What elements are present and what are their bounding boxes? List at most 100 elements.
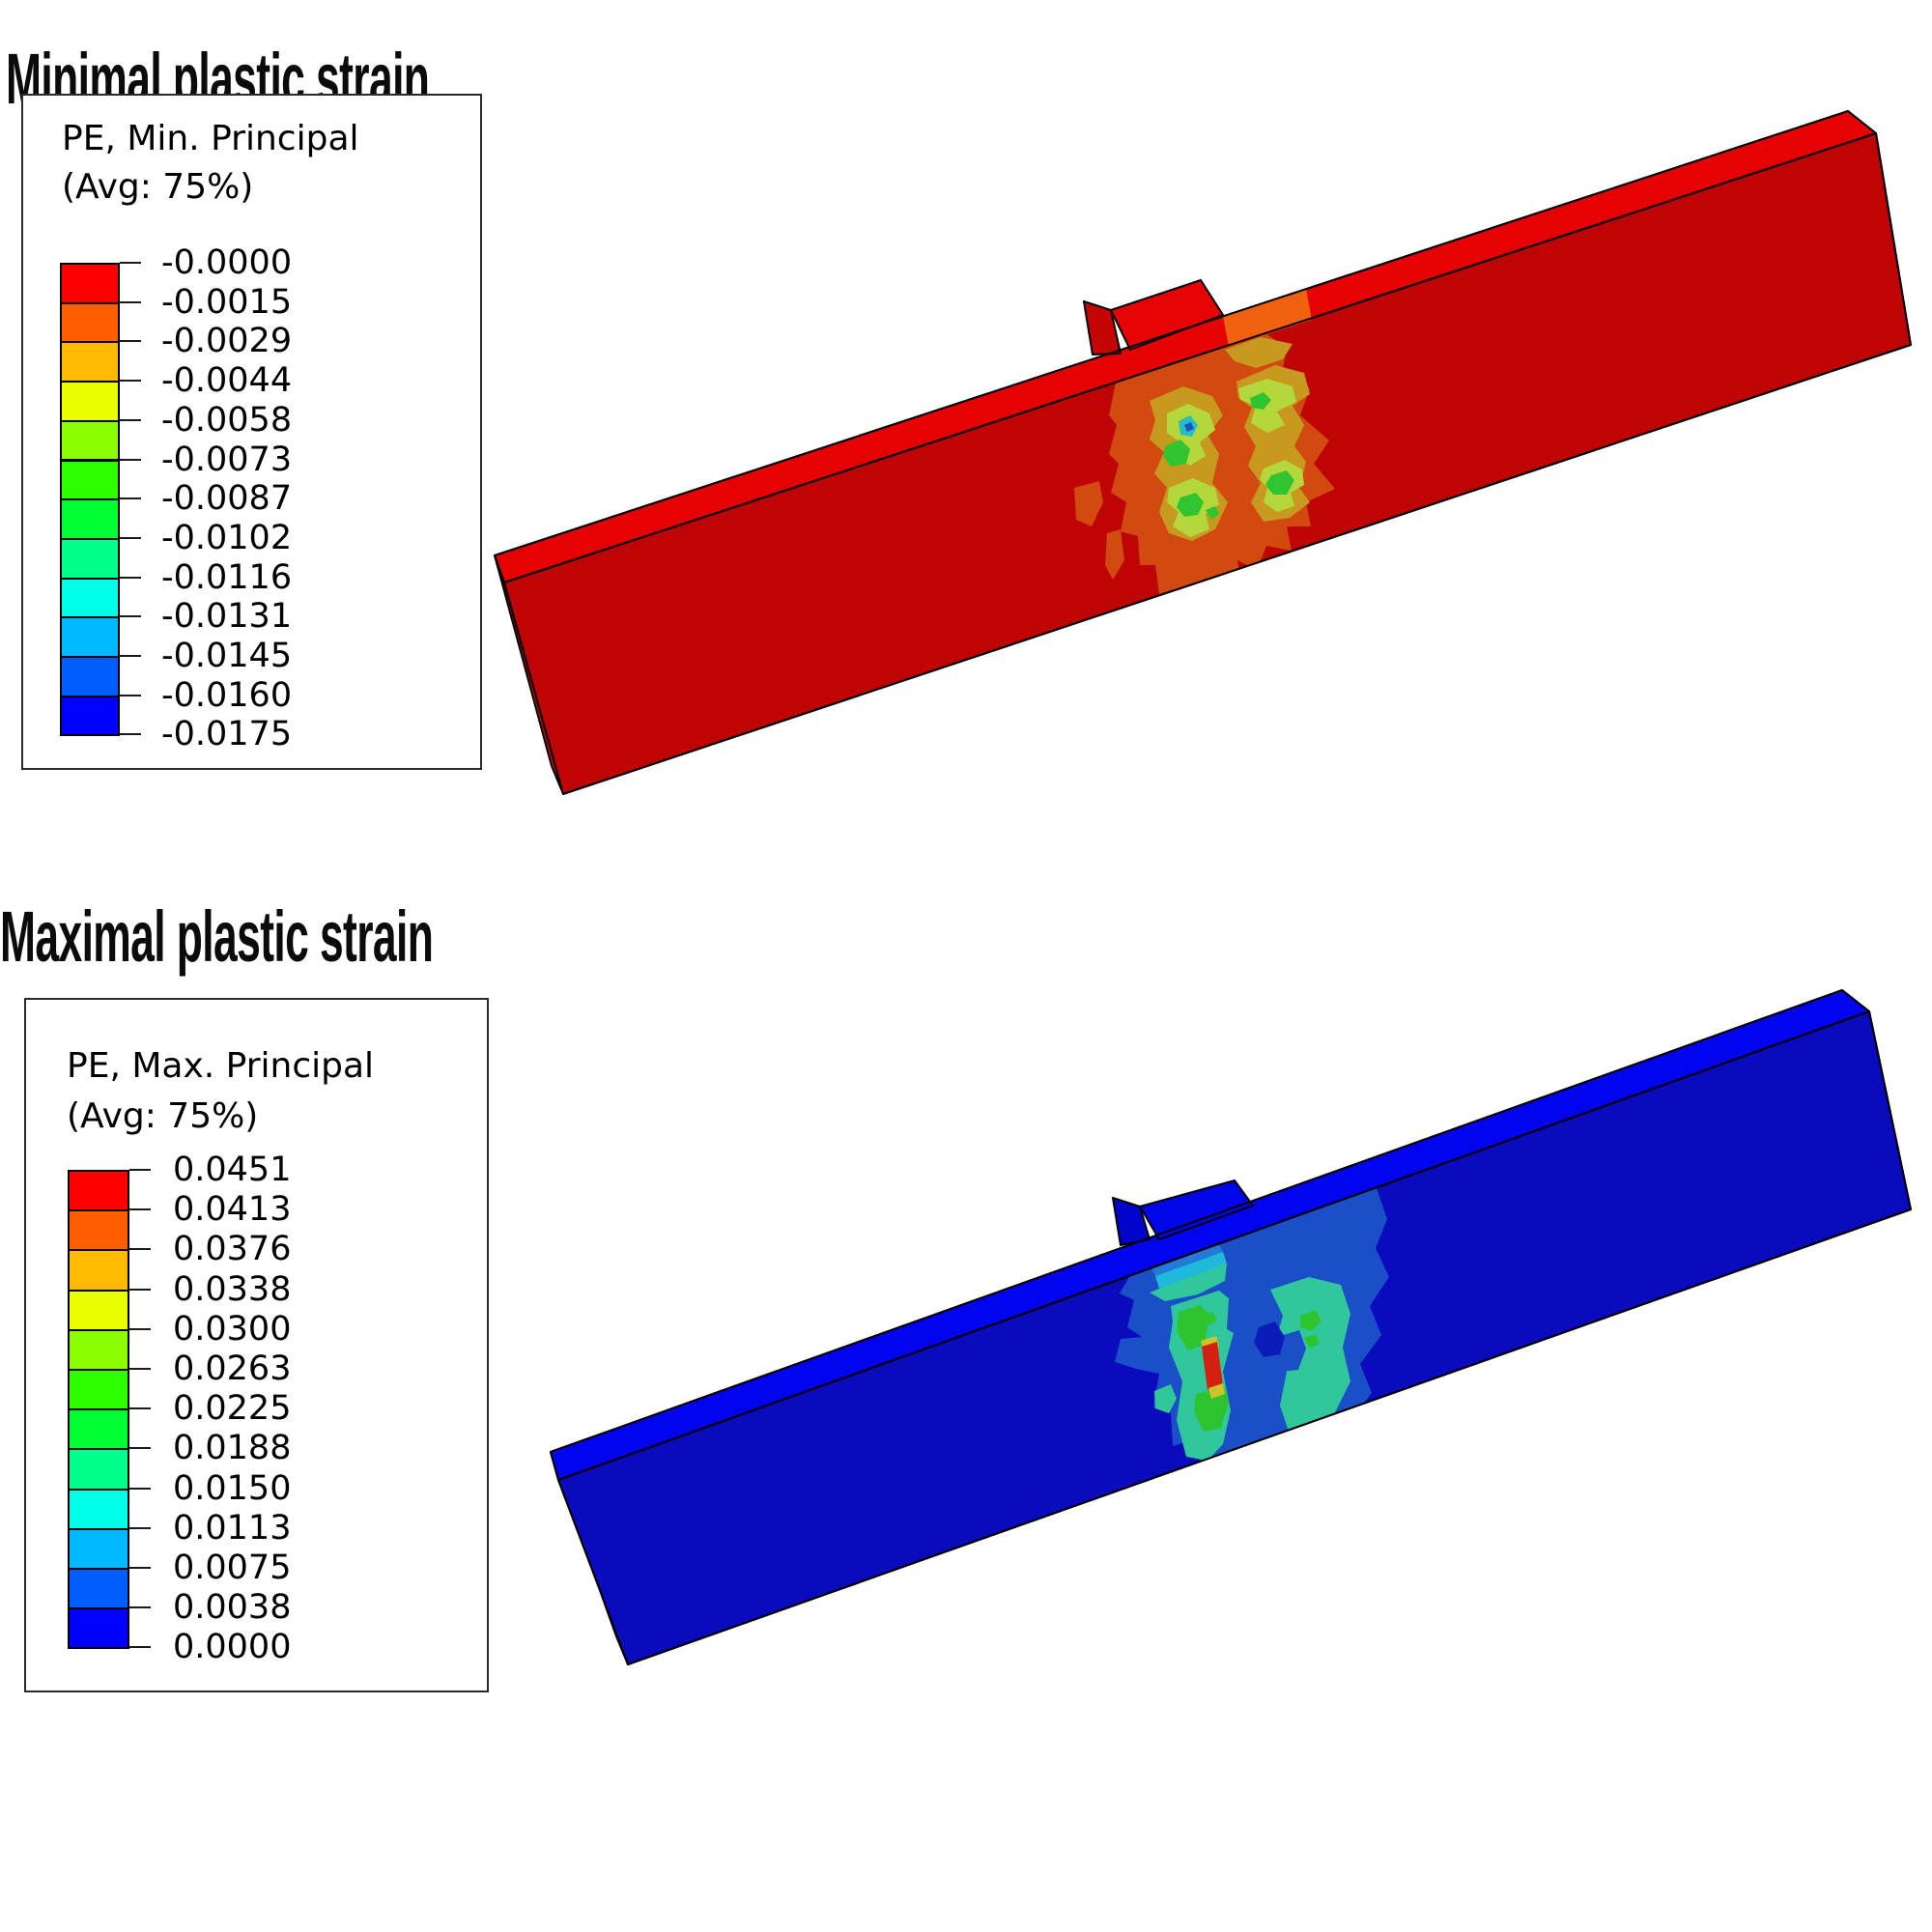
colorbar-tick xyxy=(120,458,141,461)
colorbar-tick xyxy=(120,300,141,303)
contour-darkblue-oval xyxy=(1254,1321,1285,1357)
contour-cyan-strip xyxy=(1155,1252,1227,1289)
colorbar-band xyxy=(60,498,120,540)
contour-green-patch xyxy=(1250,392,1271,410)
contour-green-patch xyxy=(1265,470,1294,495)
contour-yellow-tip xyxy=(1208,1383,1225,1399)
colorbar-tick-label: 0.0113 xyxy=(173,1508,292,1548)
contour-teal-lump xyxy=(1154,1384,1177,1413)
contour-green-patch xyxy=(1163,440,1190,467)
contour-orange-patch xyxy=(1105,529,1124,580)
contour-teal-ring xyxy=(1270,1277,1350,1441)
colorbar-tick-label: 0.0225 xyxy=(173,1389,292,1429)
colorbar-tick-label: -0.0073 xyxy=(161,440,293,479)
colorbar-tick-label: 0.0300 xyxy=(173,1309,292,1349)
colorbar-tick-label: -0.0087 xyxy=(161,479,293,519)
colorbar-tick xyxy=(129,1407,151,1410)
colorbar-tick xyxy=(129,1169,151,1171)
contour-green-dot xyxy=(1204,1312,1217,1325)
contour-field-min xyxy=(1074,333,1335,618)
contour-green-patch xyxy=(1206,506,1219,520)
beam-min-principal xyxy=(494,110,1912,795)
colorbar-band xyxy=(68,1448,129,1491)
contour-yellowgreen-blob xyxy=(1238,379,1296,433)
colorbar-tick xyxy=(129,1646,151,1649)
colorbar-tick xyxy=(129,1248,151,1251)
contour-green-dot xyxy=(1300,1310,1321,1331)
colorbar-tick-label: 0.0000 xyxy=(173,1628,292,1667)
colorbar-band xyxy=(60,381,120,422)
colorbar-tick xyxy=(120,536,141,539)
colorbar-tick xyxy=(129,1327,151,1330)
contour-amber-region xyxy=(1225,337,1293,368)
legend-subtitle: (Avg: 75%) xyxy=(62,167,254,207)
colorbar-tick-label: 0.0075 xyxy=(173,1548,292,1587)
colorbar-tick xyxy=(120,655,141,657)
colorbar-tick-label: -0.0058 xyxy=(161,400,293,440)
colorbar-tick xyxy=(129,1208,151,1211)
beam-edge-outline xyxy=(550,989,1912,1665)
colorbar-tick-label: 0.0263 xyxy=(173,1350,292,1388)
colorbar-tick-label: -0.0131 xyxy=(161,597,293,637)
colorbar-tick-label: 0.0188 xyxy=(173,1429,292,1468)
contour-green-streak xyxy=(1194,1387,1229,1432)
colorbar-tick xyxy=(120,340,141,343)
legend-title: PE, Max. Principal xyxy=(67,1046,375,1086)
legend-subtitle: (Avg: 75%) xyxy=(67,1096,259,1136)
contour-red-bar xyxy=(1202,1342,1223,1390)
colorbar-band xyxy=(68,1607,129,1650)
colorbar-tick xyxy=(120,262,141,264)
contour-orange-topface xyxy=(1223,289,1312,347)
colorbar-band xyxy=(68,1527,129,1570)
contour-green-patch xyxy=(1177,493,1204,517)
colorbar-band xyxy=(60,577,120,619)
colorbar-tick-label: -0.0029 xyxy=(161,322,293,361)
colorbar-band xyxy=(68,1369,129,1411)
colorbar-tick-label: -0.0145 xyxy=(161,637,293,675)
colorbar-tick-label: 0.0451 xyxy=(173,1151,292,1189)
colorbar-tick xyxy=(120,380,141,383)
contour-blue-spot xyxy=(1184,422,1194,432)
colorbar-tick-label: -0.0160 xyxy=(161,675,293,715)
stub-side-face xyxy=(1112,1197,1151,1246)
stub-front-face xyxy=(1139,1179,1254,1240)
stub-front-face xyxy=(1110,279,1224,351)
colorbar-tick-label: -0.0015 xyxy=(161,282,293,322)
colorbar-tick-label: 0.0038 xyxy=(173,1588,292,1628)
colorbar-tick xyxy=(129,1606,151,1609)
colorbar-tick xyxy=(120,694,141,696)
colorbar-tick xyxy=(129,1288,151,1291)
colorbar-tick-label: -0.0102 xyxy=(161,518,293,557)
contour-field-max xyxy=(1115,1188,1389,1463)
colorbar-band xyxy=(68,1488,129,1530)
colorbar-tick xyxy=(129,1487,151,1490)
legend-max-principal: PE, Max. Principal (Avg: 75%) 0.0451 0.0… xyxy=(24,998,489,1692)
colorbar-tick-label: 0.0150 xyxy=(173,1468,292,1508)
colorbar-tick-label: -0.0044 xyxy=(161,361,293,401)
colorbar-band xyxy=(60,695,120,737)
colorbar-tick-label: 0.0338 xyxy=(173,1269,292,1309)
contour-teal-cap xyxy=(1150,1264,1227,1301)
colorbar-tick-label: -0.0000 xyxy=(161,243,293,282)
colorbar-tick xyxy=(120,418,141,421)
colorbar-tick-label: 0.0413 xyxy=(173,1190,292,1230)
colorbar-tick-label: -0.0175 xyxy=(161,715,293,754)
colorbar-band xyxy=(68,1289,129,1331)
colorbar-tick xyxy=(120,733,141,736)
colorbar-tick xyxy=(129,1567,151,1569)
colorbar-tick-label: -0.0116 xyxy=(161,557,293,597)
section-title-max: Maximal plastic strain xyxy=(0,895,434,977)
colorbar-tick xyxy=(120,615,141,618)
legend-title: PE, Min. Principal xyxy=(62,119,359,158)
colorbar-band xyxy=(68,1209,129,1252)
stub-side-face xyxy=(1083,300,1122,355)
legend-min-principal: PE, Min. Principal (Avg: 75%) -0.0000 -0… xyxy=(21,94,482,770)
contour-green-blob xyxy=(1177,1305,1209,1350)
colorbar-tick xyxy=(120,497,141,500)
colorbar-tick xyxy=(129,1368,151,1370)
colorbar-tick-label: 0.0376 xyxy=(173,1230,292,1269)
colorbar-band xyxy=(68,1408,129,1451)
colorbar-tick xyxy=(120,576,141,579)
colorbar-band xyxy=(60,656,120,697)
